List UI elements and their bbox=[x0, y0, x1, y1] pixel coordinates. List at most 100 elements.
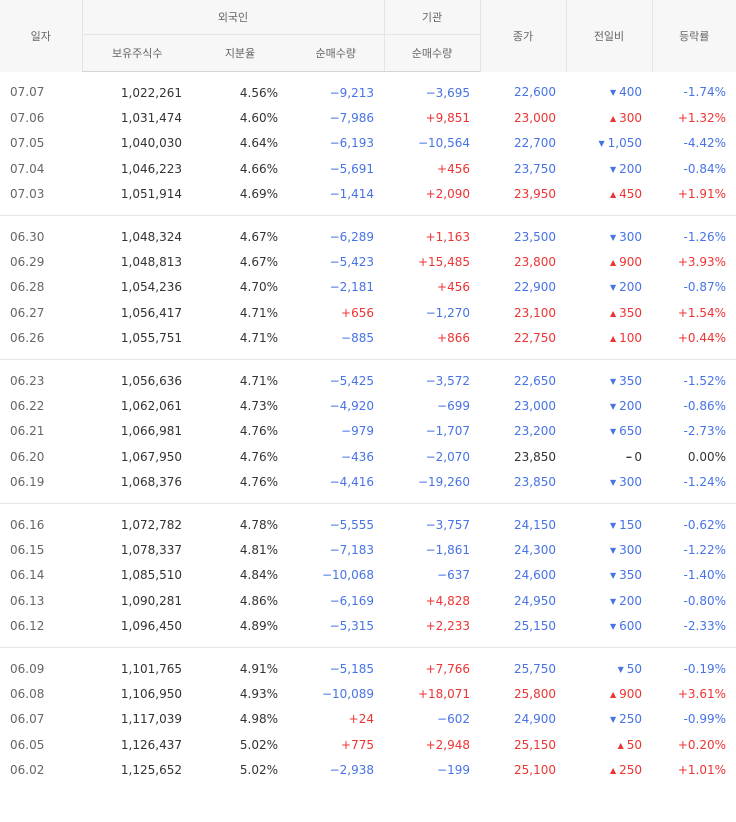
table-row: 07.06 1,031,474 4.60% −7,986 +9,851 23,000 ▲ 30… bbox=[0, 105, 736, 130]
cell-foreign-net: −436 bbox=[341, 449, 374, 464]
cell-share: 4.73% bbox=[239, 398, 278, 413]
cell-date: 06.15 bbox=[10, 542, 45, 557]
cell-close: 23,750 bbox=[514, 161, 556, 176]
cell-holdings: 1,046,223 bbox=[120, 161, 182, 176]
group-divider bbox=[0, 358, 736, 360]
cell-holdings: 1,125,652 bbox=[120, 763, 182, 778]
cell-rate: -1.74% bbox=[683, 85, 726, 100]
cell-holdings: 1,048,813 bbox=[120, 255, 182, 270]
cell-holdings: 1,056,417 bbox=[120, 305, 182, 320]
triangle-up-icon: ▲ bbox=[609, 689, 617, 699]
change-value: 450 bbox=[619, 187, 642, 202]
cell-share: 4.60% bbox=[239, 111, 278, 126]
cell-share: 4.84% bbox=[239, 568, 278, 583]
group-divider bbox=[0, 646, 736, 648]
cell-rate: -0.62% bbox=[683, 517, 726, 532]
cell-share: 4.56% bbox=[239, 85, 278, 100]
triangle-down-icon: ▼ bbox=[609, 545, 617, 555]
cell-date: 06.27 bbox=[10, 305, 45, 320]
cell-date: 06.19 bbox=[10, 475, 45, 490]
cell-share: 4.71% bbox=[239, 331, 278, 346]
cell-change: ▲ 50 bbox=[566, 732, 652, 757]
change-value: 900 bbox=[619, 255, 642, 270]
cell-change: ▲ 250 bbox=[566, 757, 652, 790]
cell-rate: -2.73% bbox=[683, 424, 726, 439]
cell-share: 4.89% bbox=[239, 619, 278, 634]
investor-trading-table: 일자 외국인 기관 종가 전일비 등락률 보유주식수 지분율 순매수량 순매수량… bbox=[0, 0, 736, 790]
header-change: 전일비 bbox=[565, 0, 652, 72]
cell-change: ▲ 900 bbox=[566, 681, 652, 706]
header-net-foreign: 순매수량 bbox=[288, 34, 384, 72]
cell-rate: +0.20% bbox=[677, 737, 726, 752]
cell-institution-net: −3,757 bbox=[425, 517, 470, 532]
cell-close: 24,900 bbox=[514, 712, 556, 727]
triangle-down-icon: ▼ bbox=[598, 139, 605, 149]
change-value: 200 bbox=[619, 593, 642, 608]
cell-date: 06.20 bbox=[10, 449, 45, 464]
header-net-institution: 순매수량 bbox=[383, 34, 480, 72]
cell-rate: 0.00% bbox=[687, 449, 726, 464]
cell-foreign-net: −5,555 bbox=[329, 517, 374, 532]
cell-institution-net: +2,948 bbox=[425, 737, 470, 752]
triangle-down-icon: ▼ bbox=[609, 622, 617, 632]
cell-change: ▼ 200 bbox=[566, 588, 652, 613]
cell-change: ▼ 350 bbox=[566, 359, 652, 393]
cell-rate: -2.33% bbox=[683, 619, 726, 634]
cell-institution-net: +2,090 bbox=[425, 187, 470, 202]
cell-institution-net: +7,766 bbox=[425, 661, 470, 676]
table-row: 06.19 1,068,376 4.76% −4,416 −19,260 23,850 ▼ 3… bbox=[0, 469, 736, 502]
cell-share: 5.02% bbox=[239, 737, 278, 752]
cell-change: ▼ 300 bbox=[566, 469, 652, 502]
table-row: 06.09 1,101,765 4.91% −5,185 +7,766 25,750 ▼ 50… bbox=[0, 647, 736, 681]
change-value: 650 bbox=[619, 424, 642, 439]
cell-holdings: 1,067,950 bbox=[120, 449, 182, 464]
cell-close: 25,150 bbox=[514, 737, 556, 752]
table-row: 06.12 1,096,450 4.89% −5,315 +2,233 25,150 ▼ 60… bbox=[0, 613, 736, 646]
cell-foreign-net: −5,691 bbox=[329, 161, 374, 176]
cell-close: 23,800 bbox=[514, 255, 556, 270]
cell-foreign-net: −10,089 bbox=[321, 686, 374, 701]
table-row: 07.05 1,040,030 4.64% −6,193 −10,564 22,700 ▼ 1… bbox=[0, 131, 736, 156]
table-row: 06.13 1,090,281 4.86% −6,169 +4,828 24,950 ▼ 20… bbox=[0, 588, 736, 613]
cell-institution-net: +9,851 bbox=[425, 111, 470, 126]
cell-holdings: 1,085,510 bbox=[120, 568, 182, 583]
table-row: 06.07 1,117,039 4.98% +24 −602 24,900 ▼ 250 -0.9… bbox=[0, 707, 736, 732]
cell-close: 23,100 bbox=[514, 305, 556, 320]
change-value: 400 bbox=[619, 85, 642, 100]
cell-date: 07.06 bbox=[10, 111, 45, 126]
cell-change: ▼ 650 bbox=[566, 419, 652, 444]
cell-change: ▲ 300 bbox=[566, 105, 652, 130]
cell-date: 06.13 bbox=[10, 593, 45, 608]
change-value: 200 bbox=[619, 161, 642, 176]
cell-share: 5.02% bbox=[239, 763, 278, 778]
table-row: 07.03 1,051,914 4.69% −1,414 +2,090 23,950 ▲ 45… bbox=[0, 182, 736, 215]
table-row: 06.21 1,066,981 4.76% −979 −1,707 23,200 ▼ 650 -… bbox=[0, 419, 736, 444]
cell-change: ▼ 300 bbox=[566, 215, 652, 249]
header-share: 지분율 bbox=[192, 34, 288, 72]
header-rate: 등락률 bbox=[651, 0, 736, 72]
cell-holdings: 1,022,261 bbox=[120, 85, 182, 100]
cell-rate: -0.86% bbox=[683, 398, 726, 413]
cell-holdings: 1,101,765 bbox=[120, 661, 182, 676]
cell-institution-net: −3,695 bbox=[425, 85, 470, 100]
cell-date: 06.22 bbox=[10, 398, 45, 413]
triangle-up-icon: ▲ bbox=[609, 114, 617, 124]
header-foreign: 외국인 bbox=[81, 0, 384, 35]
cell-close: 22,650 bbox=[514, 373, 556, 388]
table-row: 07.04 1,046,223 4.66% −5,691 +456 23,750 ▼ 200 -… bbox=[0, 156, 736, 181]
cell-holdings: 1,056,636 bbox=[120, 373, 182, 388]
cell-close: 25,100 bbox=[514, 763, 556, 778]
cell-share: 4.67% bbox=[239, 229, 278, 244]
cell-close: 22,700 bbox=[514, 136, 556, 151]
cell-date: 06.16 bbox=[10, 517, 45, 532]
cell-close: 22,900 bbox=[514, 280, 556, 295]
change-value: 900 bbox=[619, 686, 642, 701]
cell-foreign-net: −6,193 bbox=[329, 136, 374, 151]
table-row: 06.30 1,048,324 4.67% −6,289 +1,163 23,500 ▼ 30… bbox=[0, 215, 736, 249]
cell-close: 25,800 bbox=[514, 686, 556, 701]
cell-close: 22,750 bbox=[514, 331, 556, 346]
cell-share: 4.86% bbox=[239, 593, 278, 608]
cell-share: 4.71% bbox=[239, 305, 278, 320]
cell-institution-net: −3,572 bbox=[425, 373, 470, 388]
cell-share: 4.71% bbox=[239, 373, 278, 388]
